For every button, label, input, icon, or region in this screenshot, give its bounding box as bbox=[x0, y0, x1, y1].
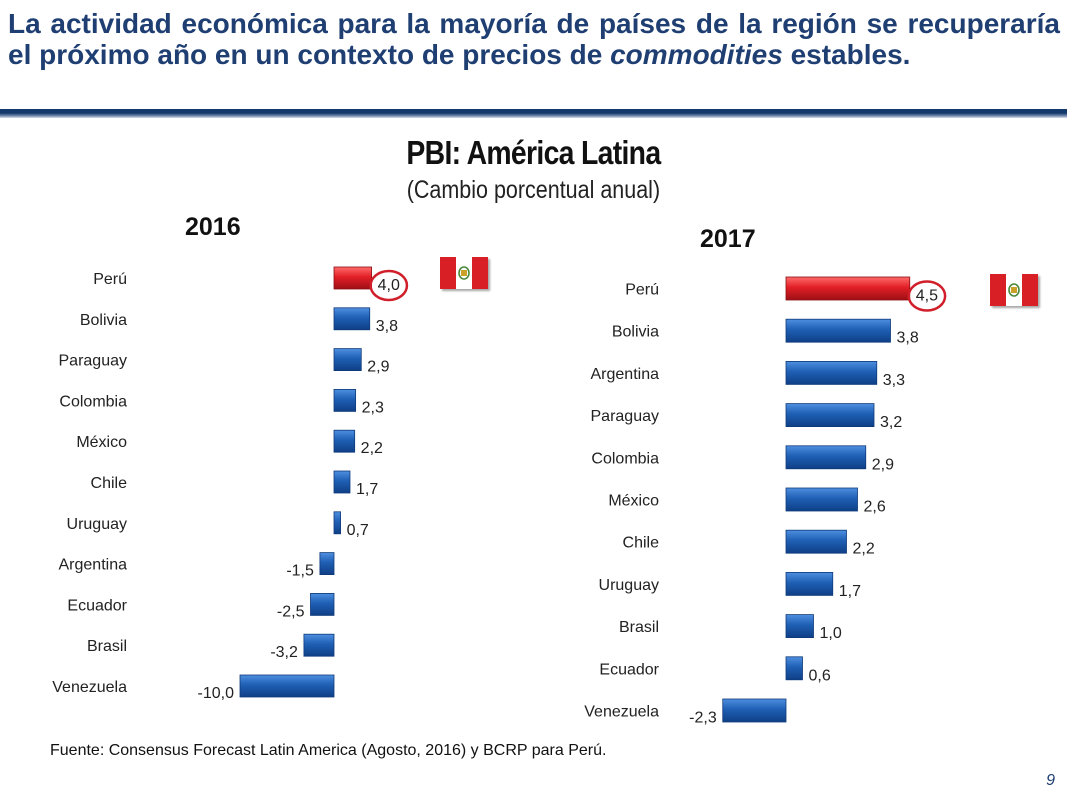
value-label: 2,2 bbox=[853, 541, 875, 558]
bar bbox=[785, 361, 878, 385]
category-label: México bbox=[76, 434, 127, 451]
peru-flag-icon bbox=[990, 274, 1038, 306]
category-label: Brasil bbox=[619, 619, 659, 636]
bar bbox=[333, 470, 351, 494]
value-label: -10,0 bbox=[198, 685, 235, 702]
category-label: Argentina bbox=[59, 557, 128, 574]
bar bbox=[785, 487, 858, 512]
category-label: Paraguay bbox=[591, 408, 660, 425]
bar bbox=[785, 571, 834, 596]
panel-year-2016: 2016 bbox=[185, 213, 241, 241]
value-label: 2,2 bbox=[361, 440, 383, 457]
value-label: 3,8 bbox=[376, 318, 398, 335]
peru-flag-icon bbox=[440, 257, 488, 289]
headline-italic-text: commodities bbox=[610, 39, 783, 70]
bar bbox=[785, 656, 803, 681]
category-label: Perú bbox=[625, 282, 659, 299]
bar bbox=[785, 445, 867, 470]
headline-text-end: estables. bbox=[782, 39, 911, 70]
value-label: 4,5 bbox=[916, 288, 938, 305]
source-note: Fuente: Consensus Forecast Latin America… bbox=[50, 742, 607, 759]
headline-divider bbox=[0, 109, 1067, 118]
category-label: México bbox=[608, 493, 659, 510]
bar bbox=[333, 307, 371, 331]
value-label: 2,3 bbox=[362, 399, 384, 416]
page-number: 9 bbox=[1046, 772, 1055, 789]
category-label: Colombia bbox=[591, 450, 659, 467]
value-label: -3,2 bbox=[270, 644, 298, 661]
category-label: Ecuador bbox=[599, 661, 659, 678]
category-label: Venezuela bbox=[584, 704, 659, 721]
bar bbox=[303, 633, 335, 657]
bar bbox=[310, 592, 335, 616]
bar bbox=[319, 552, 335, 576]
bar bbox=[785, 403, 875, 428]
category-label: Venezuela bbox=[52, 679, 127, 696]
category-label: Uruguay bbox=[599, 577, 659, 594]
value-label: 3,3 bbox=[883, 372, 905, 389]
bar-chart-2017: Perú 4,5 Bolivia 3,8 Argentina 3,3 Paraguay 3,2… bbox=[584, 276, 947, 727]
category-label: Chile bbox=[623, 535, 660, 552]
highlight-circle bbox=[369, 269, 409, 302]
value-label: 1,0 bbox=[820, 625, 842, 642]
value-label: 0,7 bbox=[347, 522, 369, 539]
bar bbox=[785, 318, 891, 343]
category-label: Colombia bbox=[59, 393, 127, 410]
value-label: 1,7 bbox=[839, 583, 861, 600]
category-label: Paraguay bbox=[59, 353, 128, 370]
value-label: 0,6 bbox=[809, 667, 831, 684]
bar bbox=[333, 266, 372, 290]
panel-year-2017: 2017 bbox=[700, 225, 756, 253]
category-label: Uruguay bbox=[67, 516, 127, 533]
category-label: Argentina bbox=[591, 366, 660, 383]
value-label: -2,3 bbox=[689, 710, 717, 727]
bar bbox=[785, 529, 847, 554]
value-label: -1,5 bbox=[286, 563, 314, 580]
category-label: Brasil bbox=[87, 638, 127, 655]
value-label: 2,6 bbox=[864, 499, 886, 516]
category-label: Bolivia bbox=[80, 312, 127, 329]
bar bbox=[333, 511, 341, 535]
value-label: 3,2 bbox=[880, 414, 902, 431]
slide-headline: La actividad económica para la mayoría d… bbox=[8, 8, 1060, 70]
bar bbox=[722, 698, 787, 723]
value-label: 2,9 bbox=[872, 456, 894, 473]
chart-subtitle: (Cambio porcentual anual) bbox=[406, 176, 661, 204]
bar bbox=[785, 614, 814, 639]
category-label: Bolivia bbox=[612, 324, 659, 341]
bar bbox=[333, 348, 362, 371]
bar bbox=[785, 276, 911, 301]
value-label: 2,9 bbox=[367, 359, 389, 376]
bar bbox=[333, 388, 357, 412]
headline-text: La actividad económica para la mayoría d… bbox=[8, 8, 1060, 70]
category-label: Perú bbox=[93, 271, 127, 288]
value-label: -2,5 bbox=[277, 603, 305, 620]
category-label: Ecuador bbox=[67, 597, 127, 614]
value-label: 1,7 bbox=[356, 481, 378, 498]
value-label: 3,8 bbox=[897, 330, 919, 347]
bar-chart-2016: Perú 4,0 Bolivia 3,8 Paraguay 2,9 Colombia 2,3 M… bbox=[52, 266, 409, 702]
category-label: Chile bbox=[91, 475, 128, 492]
bar bbox=[333, 429, 356, 453]
highlight-circle bbox=[907, 280, 947, 312]
value-label: 4,0 bbox=[378, 277, 400, 294]
bar bbox=[239, 674, 335, 698]
chart-title: PBI: América Latina bbox=[406, 134, 661, 171]
